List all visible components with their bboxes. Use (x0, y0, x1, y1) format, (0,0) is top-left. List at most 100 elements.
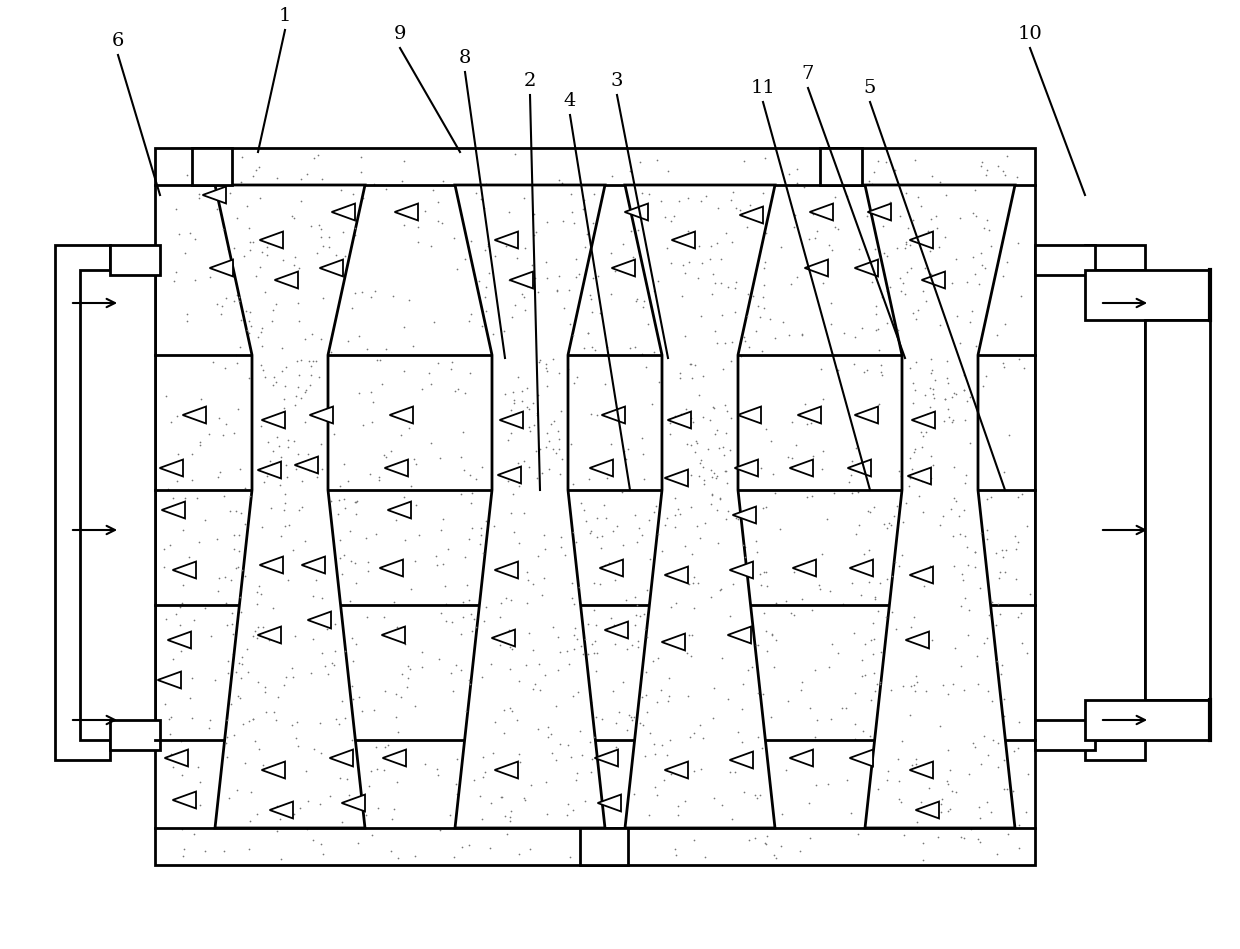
Point (575, 659, 595, 674)
Point (208, 584, 228, 599)
Point (968, 676, 988, 691)
Point (455, 385, 475, 400)
Point (862, 177, 882, 192)
Point (241, 789, 260, 804)
Point (952, 572, 972, 587)
Point (921, 365, 941, 381)
Point (957, 270, 977, 286)
Point (693, 275, 713, 290)
Point (274, 503, 294, 518)
Point (965, 195, 985, 210)
Point (269, 470, 289, 485)
Point (424, 315, 444, 330)
Point (864, 683, 884, 698)
Point (932, 678, 952, 693)
Point (517, 706, 537, 721)
Point (506, 146, 526, 161)
Polygon shape (739, 207, 763, 223)
Point (283, 512, 303, 527)
Point (897, 186, 916, 201)
Point (724, 394, 744, 409)
Point (310, 302, 330, 317)
Point (846, 686, 866, 701)
Point (723, 794, 743, 809)
Point (346, 494, 366, 510)
Point (913, 835, 932, 850)
Point (166, 264, 186, 279)
Point (890, 794, 910, 809)
Point (937, 376, 957, 391)
Point (784, 607, 804, 623)
Point (170, 599, 190, 614)
Point (228, 689, 248, 704)
Point (531, 482, 551, 497)
Point (703, 400, 723, 415)
Point (739, 339, 759, 354)
Point (510, 746, 529, 761)
Point (300, 218, 320, 233)
Point (186, 272, 206, 288)
Polygon shape (672, 232, 694, 249)
Point (361, 466, 381, 481)
Point (596, 511, 616, 526)
Polygon shape (854, 259, 878, 276)
Point (412, 660, 432, 675)
Point (404, 451, 424, 466)
Point (678, 322, 698, 337)
Point (243, 712, 263, 727)
Point (702, 239, 722, 254)
Point (283, 809, 303, 824)
Point (921, 449, 941, 464)
Point (699, 759, 719, 774)
Point (702, 470, 722, 485)
Point (822, 242, 842, 257)
Point (723, 334, 743, 349)
Point (174, 848, 193, 864)
Polygon shape (810, 203, 833, 220)
Point (703, 716, 723, 731)
Point (537, 378, 557, 393)
Point (231, 605, 250, 620)
Point (689, 468, 709, 483)
Point (167, 408, 187, 423)
Point (945, 641, 965, 656)
Point (672, 382, 692, 398)
Point (234, 755, 254, 771)
Point (909, 303, 929, 318)
Point (846, 329, 866, 344)
Point (909, 468, 929, 483)
Polygon shape (728, 626, 751, 643)
Point (182, 473, 202, 488)
Point (900, 238, 920, 253)
Point (729, 269, 749, 284)
Point (229, 289, 249, 305)
Point (895, 287, 915, 302)
Point (952, 344, 972, 360)
Point (880, 682, 900, 698)
Point (320, 789, 340, 804)
Point (885, 554, 905, 569)
Point (232, 150, 252, 165)
Text: 5: 5 (864, 79, 877, 97)
Point (548, 423, 568, 438)
Point (335, 548, 355, 563)
Point (262, 444, 281, 459)
Point (482, 326, 502, 342)
Point (224, 527, 244, 542)
Point (590, 306, 610, 321)
Point (893, 514, 913, 530)
Point (930, 318, 950, 333)
Point (527, 326, 547, 342)
Point (642, 195, 662, 210)
Point (677, 664, 697, 679)
Point (207, 296, 227, 311)
Point (930, 718, 950, 734)
Point (804, 448, 823, 463)
Point (497, 827, 517, 842)
Point (656, 278, 676, 293)
Point (216, 596, 236, 611)
Point (262, 324, 281, 339)
Point (216, 361, 236, 376)
Point (491, 789, 511, 804)
Point (248, 675, 268, 690)
